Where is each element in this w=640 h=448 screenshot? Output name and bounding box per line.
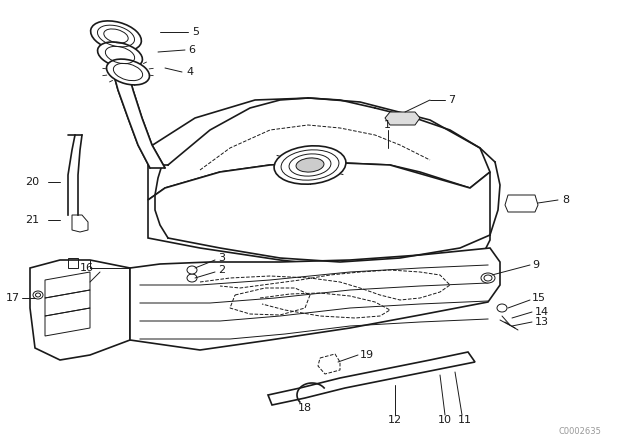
- Text: 18: 18: [298, 403, 312, 413]
- Ellipse shape: [106, 59, 150, 85]
- Text: 15: 15: [532, 293, 546, 303]
- Ellipse shape: [296, 158, 324, 172]
- Text: 4: 4: [186, 67, 193, 77]
- Ellipse shape: [274, 146, 346, 184]
- Text: 8: 8: [562, 195, 569, 205]
- Text: 20: 20: [25, 177, 39, 187]
- Text: 7: 7: [448, 95, 455, 105]
- Ellipse shape: [187, 266, 197, 274]
- Text: 17: 17: [6, 293, 20, 303]
- Polygon shape: [148, 98, 490, 200]
- Polygon shape: [130, 248, 500, 350]
- Text: 10: 10: [438, 415, 452, 425]
- Text: 19: 19: [360, 350, 374, 360]
- Ellipse shape: [481, 273, 495, 283]
- Text: 13: 13: [535, 317, 549, 327]
- Ellipse shape: [497, 304, 507, 312]
- Text: 5: 5: [192, 27, 199, 37]
- Text: 3: 3: [218, 253, 225, 263]
- Ellipse shape: [91, 21, 141, 51]
- Text: 21: 21: [25, 215, 39, 225]
- Polygon shape: [148, 162, 490, 268]
- Ellipse shape: [187, 274, 197, 282]
- Text: 16: 16: [80, 263, 94, 273]
- Polygon shape: [30, 260, 130, 360]
- Ellipse shape: [33, 291, 43, 299]
- Text: 11: 11: [458, 415, 472, 425]
- Text: C0002635: C0002635: [559, 427, 602, 436]
- Ellipse shape: [97, 42, 143, 68]
- Text: 9: 9: [532, 260, 539, 270]
- Polygon shape: [385, 112, 420, 125]
- Polygon shape: [110, 50, 165, 168]
- Polygon shape: [268, 352, 475, 405]
- Text: 12: 12: [388, 415, 402, 425]
- Text: 6: 6: [188, 45, 195, 55]
- Text: 2: 2: [218, 265, 225, 275]
- Text: 14: 14: [535, 307, 549, 317]
- Text: 1: 1: [384, 120, 391, 130]
